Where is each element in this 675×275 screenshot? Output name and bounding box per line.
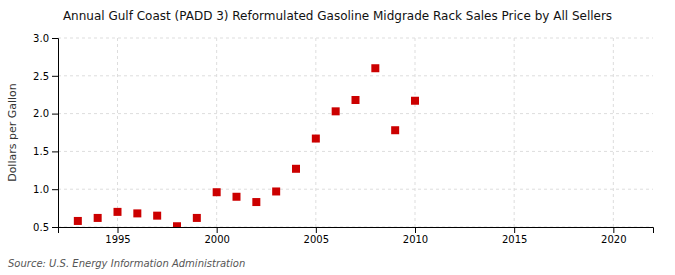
point	[252, 198, 260, 206]
plot: 1995 2000 2005 2010 2015 2020 0.5 1.0 1.5 2.0 2.5 3…	[33, 33, 653, 245]
x-tick: 2010	[403, 227, 428, 245]
x-axis-line	[59, 228, 654, 234]
x-tick: 2005	[304, 227, 329, 245]
grid-line-x	[613, 38, 614, 227]
y-tick-label: 2.5	[33, 71, 49, 82]
point	[272, 187, 280, 195]
point	[153, 212, 161, 220]
x-tick: 2020	[601, 227, 626, 245]
x-tick-label: 2015	[502, 234, 527, 245]
chart: 1995 2000 2005 2010 2015 2020 0.5 1.0 1.5 2.0 2.5 3…	[0, 0, 675, 275]
y-axis-title: Dollars per Gallon	[6, 83, 19, 182]
x-tick-label: 2010	[403, 234, 428, 245]
grid-line-y	[58, 189, 653, 190]
point	[193, 214, 201, 222]
x-tick-label: 2000	[204, 234, 229, 245]
x-tick-label: 2020	[601, 234, 626, 245]
point	[371, 64, 379, 72]
x-tick: 1995	[105, 227, 130, 245]
y-tick-mark	[52, 189, 58, 190]
y-tick-label: 3.0	[33, 33, 49, 44]
grid-line-x	[117, 38, 118, 227]
point	[233, 193, 241, 201]
x-tick-mark	[613, 227, 614, 233]
y-axis-line	[52, 39, 59, 228]
grid-line-x	[415, 38, 416, 227]
y-tick: 2.0	[33, 108, 58, 119]
point	[74, 217, 82, 225]
point	[352, 96, 360, 104]
y-tick-mark	[52, 114, 58, 115]
point	[114, 208, 122, 216]
y-tick: 1.0	[33, 184, 58, 195]
y-tick: 0.5	[33, 222, 58, 233]
y-tick-label: 0.5	[33, 222, 49, 233]
point	[411, 97, 419, 105]
y-tick: 1.5	[33, 146, 58, 157]
grid-line-y	[58, 151, 653, 152]
x-tick-mark	[316, 227, 317, 233]
x-tick-mark	[514, 227, 515, 233]
y-tick-label: 1.0	[33, 184, 49, 195]
grid-line-y	[58, 113, 653, 114]
grid	[58, 38, 653, 227]
y-tick: 3.0	[33, 33, 58, 44]
title: Annual Gulf Coast (PADD 3) Reformulated …	[63, 9, 612, 23]
point	[173, 222, 181, 227]
grid-line-x	[315, 38, 316, 227]
point	[292, 165, 300, 173]
grid-line-x	[514, 38, 515, 227]
source-note: Source: U.S. Energy Information Administ…	[8, 258, 245, 269]
x-tick: 2000	[204, 227, 229, 245]
point	[332, 107, 340, 115]
point	[213, 188, 221, 196]
y-tick-mark	[52, 151, 58, 152]
y-tick-label: 1.5	[33, 146, 49, 157]
y-tick: 2.5	[33, 71, 58, 82]
x-tick-mark	[118, 227, 119, 233]
x-tick-label: 2005	[304, 234, 329, 245]
x-axis: 1995 2000 2005 2010 2015 2020	[59, 227, 654, 245]
x-tick-mark	[217, 227, 218, 233]
y-tick-mark	[52, 227, 58, 228]
y-tick-label: 2.0	[33, 108, 49, 119]
point	[94, 214, 102, 222]
y-tick-mark	[52, 76, 58, 77]
y-axis: 0.5 1.0 1.5 2.0 2.5 3.0	[33, 33, 58, 233]
grid-line-y	[58, 75, 653, 76]
x-tick-label: 1995	[105, 234, 130, 245]
point	[391, 126, 399, 134]
y-tick-mark	[52, 38, 58, 39]
grid-line-x	[216, 38, 217, 227]
x-tick-mark	[415, 227, 416, 233]
x-tick: 2015	[502, 227, 527, 245]
grid-line-y	[58, 38, 653, 39]
points	[74, 64, 419, 227]
point	[133, 209, 141, 217]
point	[312, 135, 320, 143]
